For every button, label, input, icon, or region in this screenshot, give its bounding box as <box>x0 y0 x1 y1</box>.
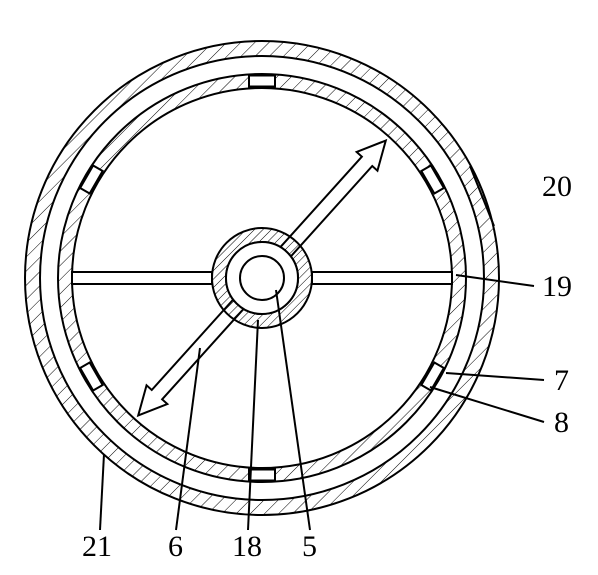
label-6: 6 <box>168 530 183 563</box>
label-20: 20 <box>542 170 572 203</box>
label-5: 5 <box>302 530 317 563</box>
diagram-svg: 20 19 7 8 5 18 6 21 <box>0 0 598 575</box>
leader-line <box>100 454 104 530</box>
notch <box>249 470 275 481</box>
label-19: 19 <box>542 270 572 303</box>
crossbar-right <box>312 272 452 284</box>
leader-line <box>248 320 258 530</box>
label-8: 8 <box>554 406 569 439</box>
label-18: 18 <box>232 530 262 563</box>
label-21: 21 <box>82 530 112 563</box>
label-7: 7 <box>554 364 569 397</box>
leader-line <box>276 290 310 530</box>
crossbar-left <box>72 272 212 284</box>
notch <box>249 76 275 87</box>
